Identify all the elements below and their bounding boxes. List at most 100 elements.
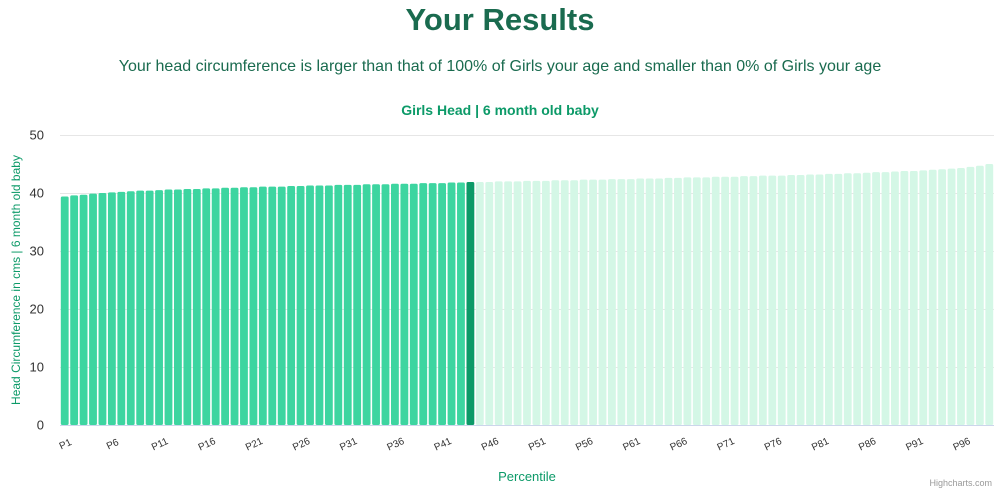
bar-p8[interactable] — [126, 191, 135, 425]
bar-p2[interactable] — [70, 195, 79, 425]
bar-p83[interactable] — [834, 173, 843, 425]
bar-p49[interactable] — [513, 181, 522, 425]
bar-p33[interactable] — [362, 184, 371, 425]
bar-p89[interactable] — [891, 171, 899, 425]
bar-p54[interactable] — [560, 180, 569, 425]
bar-p13[interactable] — [174, 189, 182, 425]
bar-p66[interactable] — [674, 177, 682, 425]
bar-p82[interactable] — [824, 173, 833, 425]
bar-p17[interactable] — [211, 188, 220, 425]
bar-p47[interactable] — [494, 181, 503, 425]
bar-p99[interactable] — [985, 164, 994, 425]
bar-p51[interactable] — [532, 180, 541, 425]
bar-p15[interactable] — [192, 188, 201, 425]
bar-p56[interactable] — [579, 179, 588, 425]
bar-p9[interactable] — [136, 190, 145, 425]
bar-p20[interactable] — [240, 187, 248, 425]
bar-p34[interactable] — [372, 184, 380, 425]
bar-p27[interactable] — [306, 185, 314, 425]
bar-p5[interactable] — [98, 193, 107, 425]
bar-p70[interactable] — [711, 176, 720, 425]
bar-p87[interactable] — [872, 172, 880, 425]
bar-p68[interactable] — [692, 177, 701, 425]
bar-p60[interactable] — [617, 179, 626, 425]
bar-p41[interactable] — [438, 183, 446, 425]
bar-p31[interactable] — [343, 184, 352, 425]
bar-p23[interactable] — [268, 186, 277, 425]
bar-p72[interactable] — [730, 176, 739, 425]
bar-p90[interactable] — [900, 170, 909, 425]
bar-p79[interactable] — [796, 175, 805, 425]
bar-p94[interactable] — [938, 169, 947, 425]
bar-p32[interactable] — [353, 184, 362, 425]
bar-p18[interactable] — [221, 187, 230, 425]
bar-p45[interactable] — [475, 181, 484, 425]
bar-p46[interactable] — [485, 181, 494, 425]
bar-p76[interactable] — [768, 175, 777, 425]
bar-p16[interactable] — [202, 188, 211, 425]
bar-p52[interactable] — [541, 180, 550, 425]
bar-p44[interactable] — [466, 181, 475, 425]
bar-p73[interactable] — [740, 176, 748, 425]
bar-p37[interactable] — [400, 183, 409, 425]
bar-p65[interactable] — [664, 177, 673, 425]
bar-p26[interactable] — [296, 186, 305, 425]
bar-p95[interactable] — [947, 168, 956, 425]
bar-p42[interactable] — [447, 182, 456, 425]
bar-p61[interactable] — [626, 179, 635, 425]
bar-p50[interactable] — [523, 180, 531, 425]
bar-p91[interactable] — [909, 170, 918, 425]
bar-p84[interactable] — [843, 173, 852, 425]
bar-p1[interactable] — [60, 196, 69, 425]
bar-p69[interactable] — [702, 177, 711, 425]
bar-p40[interactable] — [428, 183, 437, 425]
bar-p78[interactable] — [787, 175, 796, 425]
bar-p59[interactable] — [607, 179, 616, 425]
bar-p74[interactable] — [749, 176, 758, 425]
bar-p80[interactable] — [806, 174, 814, 425]
bar-p93[interactable] — [928, 169, 937, 425]
bar-p98[interactable] — [975, 165, 984, 426]
bar-p25[interactable] — [287, 186, 296, 425]
bar-p6[interactable] — [107, 192, 116, 425]
bar-p11[interactable] — [155, 190, 163, 425]
bar-p10[interactable] — [145, 190, 154, 425]
bar-p55[interactable] — [570, 180, 579, 425]
bar-p22[interactable] — [258, 186, 267, 425]
bar-p43[interactable] — [457, 182, 465, 425]
bar-p86[interactable] — [862, 172, 871, 425]
bar-p57[interactable] — [589, 179, 597, 425]
bar-p88[interactable] — [881, 172, 890, 425]
bar-p92[interactable] — [919, 170, 928, 425]
bar-p19[interactable] — [230, 187, 239, 425]
bar-p12[interactable] — [164, 189, 173, 425]
credits-link[interactable]: Highcharts.com — [929, 478, 992, 488]
bar-p21[interactable] — [249, 187, 258, 425]
bar-p62[interactable] — [636, 178, 645, 426]
bar-p29[interactable] — [324, 185, 333, 425]
bar-p36[interactable] — [391, 183, 399, 425]
bar-p58[interactable] — [598, 179, 607, 425]
bar-p97[interactable] — [966, 166, 975, 425]
bar-p67[interactable] — [683, 177, 692, 425]
bar-p63[interactable] — [645, 178, 654, 426]
bar-p14[interactable] — [183, 188, 192, 425]
bar-p3[interactable] — [79, 194, 88, 425]
bar-p28[interactable] — [315, 185, 324, 425]
bar-p53[interactable] — [551, 180, 560, 425]
bar-p64[interactable] — [655, 178, 663, 426]
bar-p39[interactable] — [419, 183, 428, 425]
bar-p7[interactable] — [117, 191, 126, 425]
bar-p96[interactable] — [957, 168, 965, 425]
bar-p85[interactable] — [853, 173, 862, 425]
bar-p77[interactable] — [777, 175, 786, 425]
bar-p4[interactable] — [89, 193, 97, 425]
bar-p48[interactable] — [504, 181, 513, 425]
bar-p75[interactable] — [758, 175, 767, 425]
bar-p81[interactable] — [815, 174, 824, 425]
bar-p30[interactable] — [334, 184, 343, 425]
bar-p35[interactable] — [381, 184, 390, 425]
bar-p71[interactable] — [721, 176, 730, 425]
bar-p38[interactable] — [409, 183, 418, 425]
bar-p24[interactable] — [277, 186, 286, 425]
